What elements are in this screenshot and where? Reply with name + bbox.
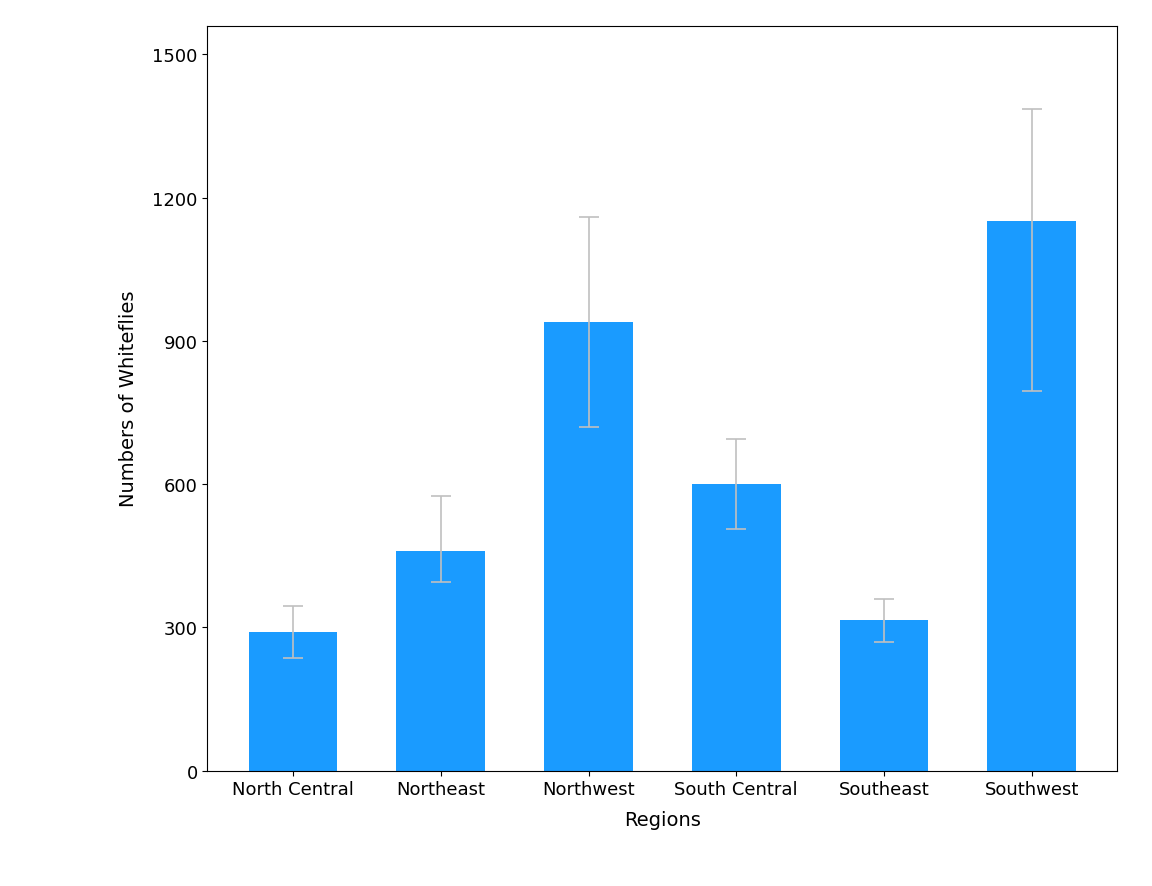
Bar (544, 323, 632, 771)
Bar (840, 620, 929, 771)
Bar (249, 633, 338, 771)
Bar (396, 551, 485, 771)
X-axis label: Regions: Regions (624, 810, 700, 828)
Bar (692, 485, 781, 771)
Bar (987, 222, 1076, 771)
Y-axis label: Numbers of Whiteflies: Numbers of Whiteflies (120, 291, 138, 507)
